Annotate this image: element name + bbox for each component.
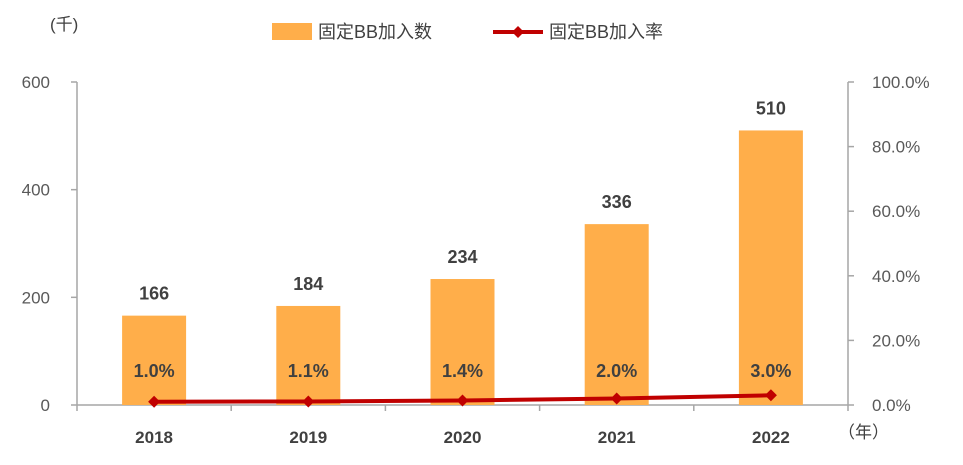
y-tick-label: 0 (41, 396, 50, 415)
rate-marker (764, 389, 777, 402)
bar (276, 305, 341, 405)
y2-tick-label: 60.0% (872, 202, 920, 221)
legend: 固定BB加入数 固定BB加入率 (272, 22, 663, 42)
bar (430, 279, 495, 405)
rate-value-label: 3.0% (750, 361, 791, 381)
x-tick-label: 2021 (598, 428, 636, 447)
bar (584, 224, 649, 405)
y-tick-label: 600 (22, 73, 50, 92)
y2-tick-label: 100.0% (872, 73, 930, 92)
x-tick-label: 2020 (444, 428, 482, 447)
bar-value-label: 510 (756, 98, 786, 118)
bar-value-label: 184 (293, 274, 323, 294)
y2-tick-label: 0.0% (872, 396, 911, 415)
y-axis-unit-label: (千) (50, 15, 78, 34)
x-tick-label: 2019 (289, 428, 327, 447)
x-tick-label: 2018 (135, 428, 173, 447)
legend-line-marker (512, 26, 524, 38)
x-tick-label: 2022 (752, 428, 790, 447)
bar (738, 130, 803, 405)
rate-marker (302, 395, 315, 408)
legend-bar-label: 固定BB加入数 (318, 22, 432, 42)
y-tick-label: 400 (22, 181, 50, 200)
legend-bar-swatch (272, 23, 312, 40)
rate-marker (456, 394, 469, 407)
legend-line-label: 固定BB加入率 (549, 22, 663, 42)
x-axis-unit-label: （年） (838, 423, 889, 442)
bar (122, 315, 187, 405)
y-tick-label: 200 (22, 288, 50, 307)
bar-value-label: 234 (447, 247, 477, 267)
bar-value-label: 166 (139, 284, 169, 304)
rate-line-layer (148, 389, 777, 408)
rate-value-label: 1.4% (442, 361, 483, 381)
y2-tick-label: 80.0% (872, 138, 920, 157)
rate-value-label: 1.0% (134, 361, 175, 381)
bar-value-label: 336 (602, 192, 632, 212)
axes: 0 200 400 600 0.0% 20.0% 40.0% 60.0% 80.0% 100.0%… (22, 73, 930, 447)
y2-tick-label: 20.0% (872, 331, 920, 350)
rate-marker (610, 392, 623, 405)
data-labels: 166 184 234 336 510 1.0% 1.1% 1.4% 2.0% 3.0% (134, 98, 792, 381)
rate-value-label: 1.1% (288, 361, 329, 381)
rate-value-label: 2.0% (596, 361, 637, 381)
y2-tick-label: 40.0% (872, 267, 920, 286)
bars (122, 130, 803, 405)
rate-marker (148, 395, 161, 408)
